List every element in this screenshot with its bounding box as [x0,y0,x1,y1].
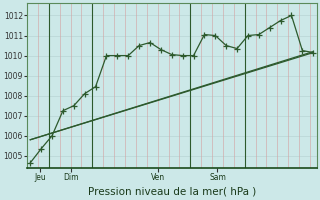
X-axis label: Pression niveau de la mer( hPa ): Pression niveau de la mer( hPa ) [88,187,256,197]
